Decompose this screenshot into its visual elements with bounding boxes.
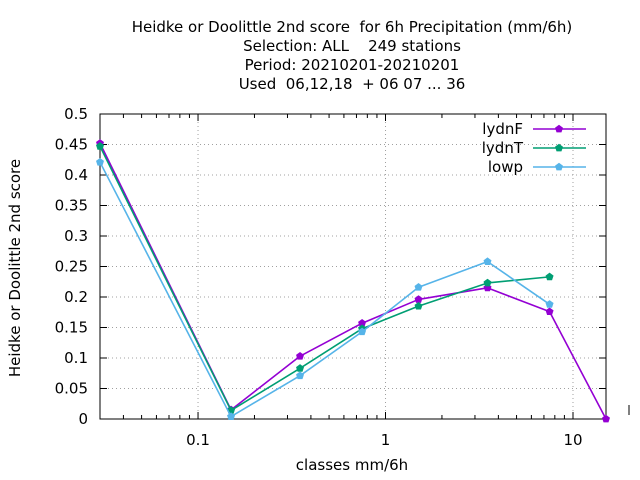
data-point (296, 351, 305, 360)
y-tick-label: 0.2 (64, 288, 88, 306)
title-line: Period: 20210201-20210201 (245, 56, 460, 74)
x-axis-label: classes mm/6h (296, 456, 408, 474)
y-tick-label: 0.5 (64, 105, 88, 123)
data-point (96, 142, 104, 150)
data-point (414, 295, 423, 303)
title-line: Used 06,12,18 + 06 07 ... 36 (239, 75, 466, 93)
data-point (358, 327, 367, 336)
legend-label: lydnF (482, 120, 523, 138)
series-lydnF (96, 139, 610, 423)
series-line (99, 142, 607, 420)
title-line: Selection: ALL 249 stations (243, 37, 461, 55)
chart-title: Heidke or Doolittle 2nd score for 6h Pre… (132, 18, 573, 93)
y-tick-label: 0.3 (64, 227, 88, 245)
data-point (296, 371, 305, 380)
x-tick-label: 1 (381, 431, 391, 449)
y-tick-label: 0.15 (55, 319, 88, 337)
data-point (227, 412, 236, 420)
legend-label: lydnT (482, 139, 524, 157)
data-point (545, 272, 554, 281)
series-line (99, 145, 550, 412)
data-point (483, 257, 492, 266)
data-point (602, 414, 610, 423)
y-tick-label: 0.25 (55, 258, 88, 276)
x-tick-label: 10 (563, 431, 582, 449)
series-lydnT (96, 142, 554, 414)
chart-series (96, 139, 610, 423)
data-point (96, 157, 104, 166)
data-point (296, 364, 305, 372)
legend-marker (555, 143, 563, 152)
data-point (414, 283, 423, 291)
series-lowp (96, 157, 554, 420)
title-line: Heidke or Doolittle 2nd score for 6h Pre… (132, 18, 573, 36)
x-tick-label: 0.1 (186, 431, 210, 449)
legend-marker (555, 124, 563, 133)
y-tick-label: 0.4 (64, 166, 88, 184)
data-point (545, 307, 554, 316)
chart-axes: 0 0.05 0.1 0.15 0.2 0.25 0.3 0.35 0.4 0.45 0.5 0.1 1… (55, 105, 630, 449)
y-tick-label: 0.45 (55, 136, 88, 154)
legend-label: lowp (488, 158, 523, 176)
data-point (358, 319, 367, 327)
legend-marker (555, 162, 563, 171)
data-point (414, 301, 423, 310)
data-point (483, 278, 492, 287)
y-tick-label: 0 (78, 410, 88, 428)
y-tick-label: 0.35 (55, 197, 88, 215)
y-axis-label: Heidke or Doolittle 2nd score (6, 159, 24, 377)
y-tick-label: 0.1 (64, 349, 88, 367)
y-tick-label: 0.05 (55, 380, 88, 398)
data-point (545, 300, 554, 308)
chart-grid (100, 114, 606, 419)
